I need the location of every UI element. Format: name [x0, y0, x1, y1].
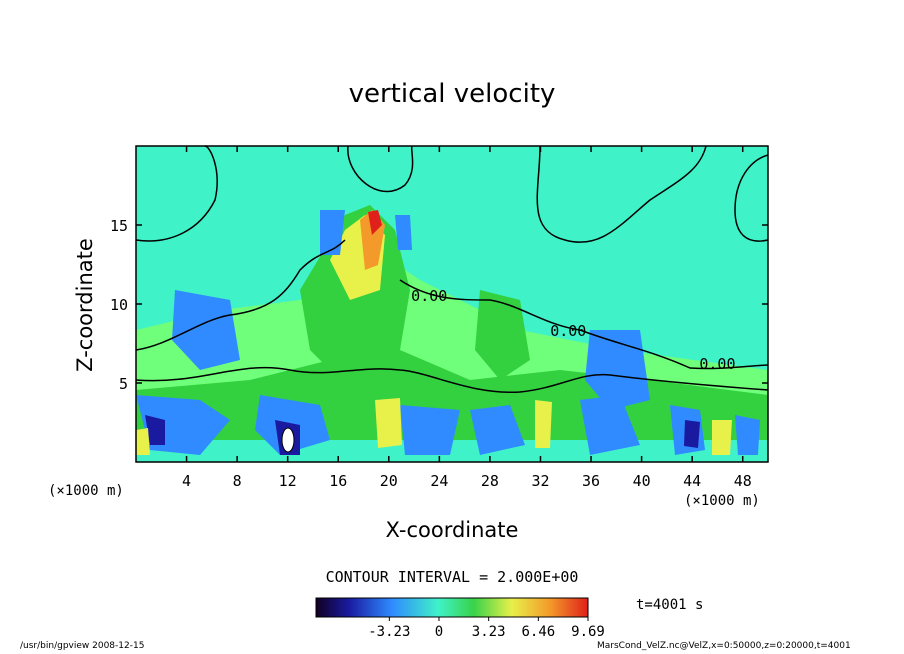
field-feature [684, 420, 700, 448]
field-feature [136, 428, 150, 455]
field-feature [535, 400, 552, 448]
x-tick-label: 8 [233, 472, 242, 490]
contour-line-upper-right [536, 145, 707, 243]
colorbar [315, 597, 589, 618]
y-tick-label: 15 [110, 217, 128, 235]
contour-line-lower [135, 366, 769, 393]
field-feature [580, 395, 640, 455]
x-axis-title: X-coordinate [386, 518, 519, 542]
zero-contours [135, 145, 769, 393]
field-feature [735, 415, 760, 455]
y-tick-label: 5 [119, 375, 128, 393]
contour-label: 0.00 [550, 322, 586, 340]
y-axis: 5 10 15 [110, 217, 768, 393]
y-axis-title: Z-coordinate [73, 238, 97, 372]
contour-label: 0.00 [699, 355, 735, 373]
contour-line-zero-mid [135, 239, 346, 351]
colorbar-tick-label: 6.46 [521, 624, 555, 640]
x-tick-label: 36 [582, 472, 600, 490]
colorbar-tick-label: -3.23 [368, 624, 410, 640]
field-feature [281, 427, 295, 453]
field-feature [172, 290, 240, 370]
heatmap-field: 0.00 0.00 0.00 [135, 145, 769, 463]
contour-line-right-edge [734, 154, 769, 242]
chart-title: vertical velocity [349, 79, 556, 109]
field-feature [395, 215, 412, 250]
x-tick-label: 4 [182, 472, 191, 490]
x-tick-label: 40 [633, 472, 651, 490]
x-axis: 4 8 12 16 20 24 28 32 36 40 44 48 [182, 146, 752, 490]
y-tick-label: 10 [110, 296, 128, 314]
x-tick-label: 24 [430, 472, 448, 490]
field-feature [585, 330, 650, 410]
contour-interval-label: CONTOUR INTERVAL = 2.000E+00 [326, 568, 579, 586]
field-feature [375, 398, 402, 448]
field-feature [475, 290, 530, 380]
x-tick-label: 12 [279, 472, 297, 490]
x-tick-label: 32 [531, 472, 549, 490]
field-feature [470, 405, 525, 455]
contour-label: 0.00 [411, 287, 447, 305]
colorbar-ticks: -3.23 0 3.23 6.46 9.69 [368, 617, 605, 640]
contour-line-zero-right [399, 279, 769, 370]
contour-line-upper-middle [347, 145, 414, 193]
footer-right: MarsCond_VelZ.nc@VelZ,x=0:50000,z=0:2000… [597, 641, 851, 651]
contour-labels: 0.00 0.00 0.00 [411, 287, 735, 373]
field-feature [712, 420, 732, 455]
field-feature [145, 415, 165, 445]
x-tick-label: 48 [734, 472, 752, 490]
time-label: t=4001 s [636, 597, 703, 613]
x-tick-label: 20 [380, 472, 398, 490]
contour-line-upper-left [135, 145, 218, 242]
field-feature [368, 210, 382, 235]
colorbar-tick-label: 9.69 [571, 624, 605, 640]
colorbar-tick-label: 3.23 [472, 624, 506, 640]
x-tick-label: 16 [329, 472, 347, 490]
x-tick-label: 44 [683, 472, 701, 490]
x-unit-label-left: (×1000 m) [48, 483, 124, 499]
x-tick-label: 28 [481, 472, 499, 490]
field-feature [400, 405, 460, 455]
x-unit-label-right: (×1000 m) [684, 493, 760, 509]
field-feature [320, 210, 345, 255]
footer-left: /usr/bin/gpview 2008-12-15 [20, 641, 145, 651]
colorbar-tick-label: 0 [435, 624, 443, 640]
